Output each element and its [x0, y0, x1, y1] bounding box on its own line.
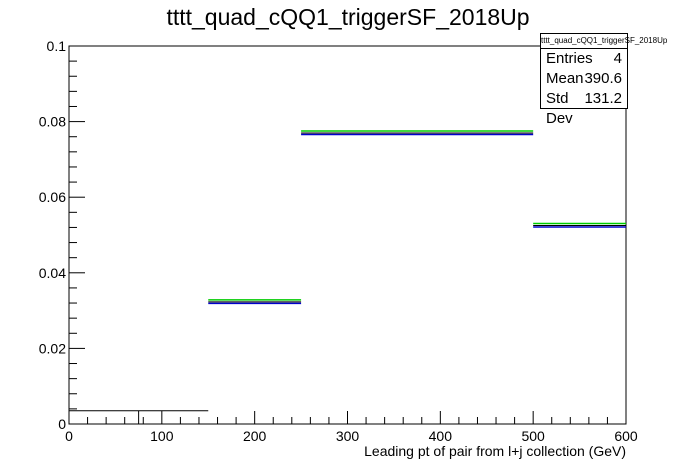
x-tick-label: 200: [243, 428, 267, 444]
x-tick-label: 500: [521, 428, 545, 444]
stats-entries-label: Entries: [546, 50, 593, 67]
x-tick-label: 300: [336, 428, 360, 444]
stats-mean-row: Mean 390.6: [541, 69, 627, 89]
stats-box-title: tttt_quad_cQQ1_triggerSF_2018Up: [541, 34, 667, 49]
stats-entries-value: 4: [613, 50, 622, 67]
stats-box: tttt_quad_cQQ1_triggerSF_2018Up Entries …: [540, 33, 667, 127]
stats-stddev-value: 131.2: [584, 90, 622, 107]
x-tick-label: 400: [429, 428, 453, 444]
stats-stddev-label: Std Dev: [546, 90, 573, 127]
y-tick-label: 0.08: [39, 114, 66, 130]
x-axis-label: Leading pt of pair from l+j collection (…: [364, 443, 626, 459]
x-tick-label: 0: [65, 428, 73, 444]
stats-stddev-row: Std Dev 131.2: [541, 89, 627, 127]
y-tick-label: 0.02: [39, 340, 66, 356]
stats-entries-row: Entries 4: [541, 49, 627, 69]
y-tick-label: 0: [58, 416, 66, 432]
y-tick-label: 0.1: [47, 38, 67, 54]
stats-mean-label: Mean: [546, 70, 584, 87]
chart-title: tttt_quad_cQQ1_triggerSF_2018Up: [166, 4, 530, 30]
y-tick-label: 0.06: [39, 189, 66, 205]
y-tick-label: 0.04: [39, 265, 66, 281]
x-tick-label: 100: [150, 428, 174, 444]
stats-mean-value: 390.6: [584, 70, 622, 87]
x-tick-label: 600: [614, 428, 638, 444]
